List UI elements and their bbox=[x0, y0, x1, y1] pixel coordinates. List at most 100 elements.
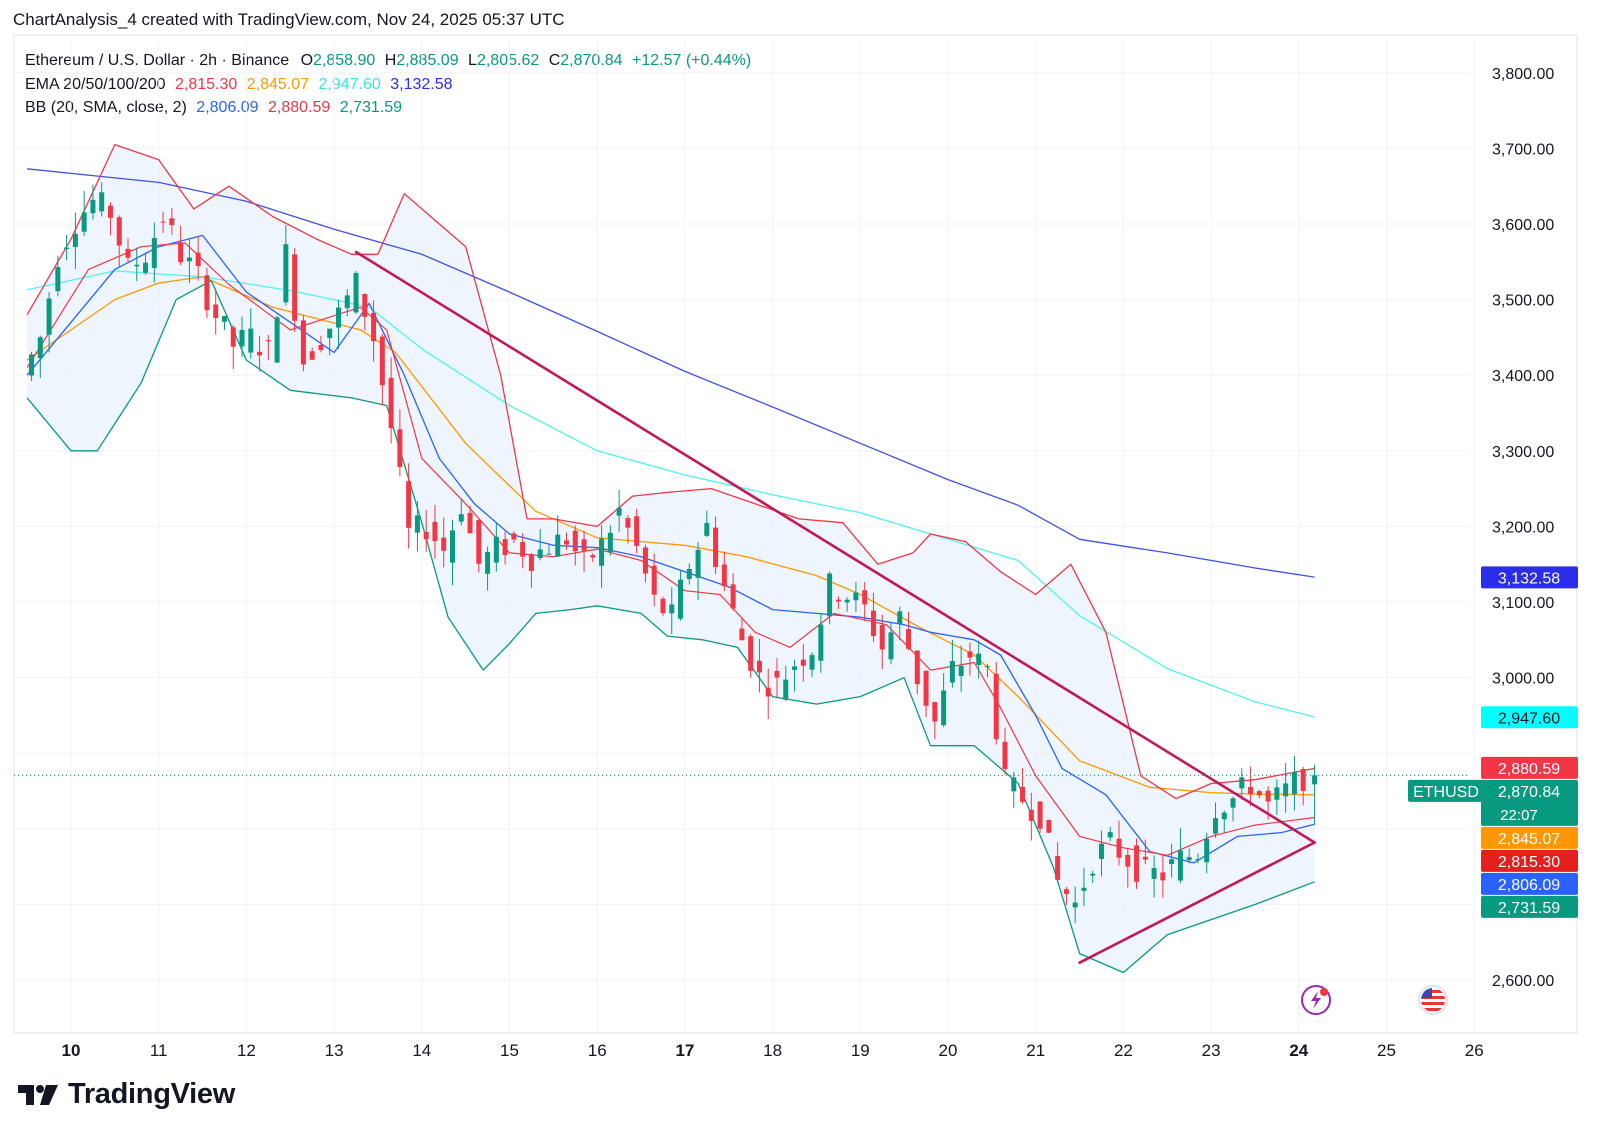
candle-body[interactable] bbox=[458, 514, 464, 522]
descending-resistance-trendline[interactable] bbox=[354, 250, 1316, 844]
candle-body[interactable] bbox=[37, 337, 43, 359]
candle-body[interactable] bbox=[941, 690, 947, 726]
candle-body[interactable] bbox=[704, 522, 710, 536]
candle-body[interactable] bbox=[906, 629, 912, 649]
candle-body[interactable] bbox=[248, 328, 254, 353]
candle-body[interactable] bbox=[581, 539, 587, 551]
candle-body[interactable] bbox=[809, 655, 815, 670]
candle-body[interactable] bbox=[1028, 809, 1034, 821]
candle-body[interactable] bbox=[599, 538, 605, 566]
candle-body[interactable] bbox=[546, 553, 552, 555]
candle-body[interactable] bbox=[1291, 772, 1297, 795]
candle-body[interactable] bbox=[792, 666, 798, 670]
candle-body[interactable] bbox=[283, 244, 289, 303]
legend-ema-row[interactable]: EMA 20/50/100/200 2,815.30 2,845.07 2,94… bbox=[25, 73, 761, 97]
candle-body[interactable] bbox=[485, 551, 491, 574]
candle-body[interactable] bbox=[1055, 856, 1061, 880]
candle-body[interactable] bbox=[914, 650, 920, 685]
candle-body[interactable] bbox=[1239, 777, 1245, 789]
candle-body[interactable] bbox=[502, 539, 508, 556]
candle-body[interactable] bbox=[239, 329, 245, 347]
candle-body[interactable] bbox=[195, 252, 201, 267]
candle-body[interactable] bbox=[1011, 777, 1017, 792]
candle-body[interactable] bbox=[800, 659, 806, 666]
candle-body[interactable] bbox=[116, 217, 122, 246]
candle-body[interactable] bbox=[923, 670, 929, 706]
candle-body[interactable] bbox=[721, 564, 727, 587]
candle-body[interactable] bbox=[362, 293, 368, 317]
candle-body[interactable] bbox=[344, 295, 350, 309]
candle-body[interactable] bbox=[853, 592, 859, 601]
candle-body[interactable] bbox=[783, 679, 789, 700]
candle-body[interactable] bbox=[1221, 812, 1227, 820]
candle-body[interactable] bbox=[230, 327, 236, 347]
candle-body[interactable] bbox=[1212, 818, 1218, 834]
candle-body[interactable] bbox=[897, 611, 903, 624]
candle-body[interactable] bbox=[1107, 832, 1113, 838]
candle-body[interactable] bbox=[1081, 887, 1087, 891]
candle-body[interactable] bbox=[844, 599, 850, 603]
candle-body[interactable] bbox=[756, 660, 762, 673]
candle-body[interactable] bbox=[739, 628, 745, 641]
candle-body[interactable] bbox=[976, 653, 982, 665]
candle-body[interactable] bbox=[476, 520, 482, 564]
candle-body[interactable] bbox=[1046, 819, 1052, 833]
candle-body[interactable] bbox=[99, 192, 105, 212]
candle-body[interactable] bbox=[993, 673, 999, 740]
candle-body[interactable] bbox=[29, 354, 35, 376]
candle-body[interactable] bbox=[984, 666, 990, 668]
candle-body[interactable] bbox=[55, 267, 61, 292]
candle-body-last[interactable] bbox=[1312, 775, 1318, 785]
candle-body[interactable] bbox=[125, 248, 131, 258]
candle-body[interactable] bbox=[958, 665, 964, 677]
candle-body[interactable] bbox=[406, 481, 412, 528]
candle-body[interactable] bbox=[607, 532, 613, 553]
candle-body[interactable] bbox=[64, 247, 70, 250]
candle-body[interactable] bbox=[616, 507, 622, 516]
legend-bb-row[interactable]: BB (20, SMA, close, 2) 2,806.09 2,880.59… bbox=[25, 96, 761, 120]
candle-body[interactable] bbox=[774, 670, 780, 678]
candle-body[interactable] bbox=[1204, 838, 1210, 863]
candle-body[interactable] bbox=[520, 542, 526, 557]
candle-body[interactable] bbox=[511, 533, 517, 540]
candle-body[interactable] bbox=[932, 702, 938, 722]
candle-body[interactable] bbox=[1256, 791, 1262, 796]
candle-body[interactable] bbox=[335, 307, 341, 328]
trendlines[interactable] bbox=[354, 250, 1316, 964]
candle-body[interactable] bbox=[160, 221, 166, 223]
candle-body[interactable] bbox=[467, 512, 473, 534]
candle-body[interactable] bbox=[151, 238, 157, 268]
candle-body[interactable] bbox=[818, 624, 824, 661]
candle-body[interactable] bbox=[1142, 856, 1148, 860]
price-axis[interactable]: 3,800.00 3,700.00 3,600.00 3,500.00 3,400.00… bbox=[1492, 66, 1554, 990]
candle-body[interactable] bbox=[572, 530, 578, 552]
candle-body[interactable] bbox=[169, 218, 175, 226]
candle-body[interactable] bbox=[107, 205, 113, 218]
candle-body[interactable] bbox=[292, 254, 298, 321]
candle-body[interactable] bbox=[730, 584, 736, 609]
candle-body[interactable] bbox=[678, 579, 684, 619]
candle-body[interactable] bbox=[388, 377, 394, 429]
candle-body[interactable] bbox=[1186, 857, 1192, 861]
candle-body[interactable] bbox=[300, 320, 306, 365]
candle-body[interactable] bbox=[625, 518, 631, 528]
candle-body[interactable] bbox=[870, 610, 876, 637]
us-flag-icon[interactable] bbox=[1418, 985, 1448, 1015]
candle-body[interactable] bbox=[1248, 787, 1254, 795]
candle-body[interactable] bbox=[879, 625, 885, 650]
candle-body[interactable] bbox=[1090, 873, 1096, 876]
candle-body[interactable] bbox=[353, 272, 359, 313]
candle-body[interactable] bbox=[204, 275, 210, 311]
candle-body[interactable] bbox=[1177, 850, 1183, 881]
candle-body[interactable] bbox=[81, 212, 87, 232]
candle-body[interactable] bbox=[1195, 859, 1201, 861]
candle-body[interactable] bbox=[590, 555, 596, 558]
candle-body[interactable] bbox=[274, 317, 280, 363]
candle-body[interactable] bbox=[441, 537, 447, 551]
candle-body[interactable] bbox=[555, 534, 561, 557]
candle-body[interactable] bbox=[967, 651, 973, 658]
candle-body[interactable] bbox=[1300, 769, 1306, 791]
candle-body[interactable] bbox=[1037, 801, 1043, 829]
candle-body[interactable] bbox=[651, 565, 657, 595]
ascending-support-trendline[interactable] bbox=[1078, 841, 1316, 964]
